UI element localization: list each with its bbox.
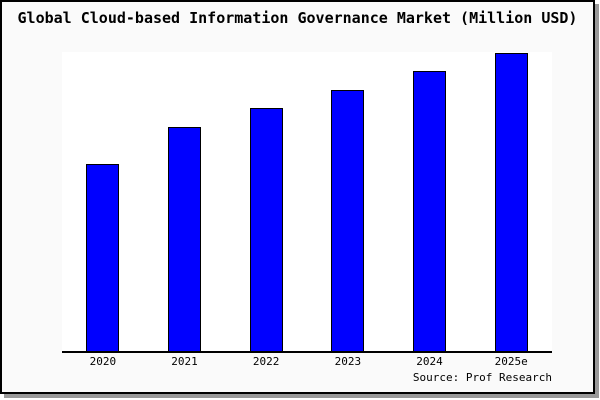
bar-slot	[144, 52, 226, 351]
x-tick-label-2021: 2021	[171, 355, 198, 368]
figure-frame: Global Cloud-based Information Governanc…	[0, 0, 595, 394]
bar-2025e	[494, 52, 528, 351]
plot-area	[62, 52, 552, 353]
x-tick-label-2025e: 2025e	[494, 355, 528, 368]
bar-2020	[86, 164, 120, 351]
bar-slot	[225, 52, 307, 351]
bar-slot	[62, 52, 144, 351]
bar-slot	[389, 52, 471, 351]
source-credit: Source: Prof Research	[412, 371, 552, 384]
x-tick-label-2022: 2022	[252, 355, 280, 368]
x-tick-label-2023: 2023	[334, 355, 362, 368]
bar-slot	[470, 52, 552, 351]
chart-title: Global Cloud-based Information Governanc…	[17, 9, 578, 27]
bar-2023	[331, 89, 365, 351]
x-axis-ticks: 2020 2021 2022 2023 2024 2025e	[62, 355, 552, 368]
bar-2021	[168, 127, 201, 351]
bar-slot	[307, 52, 389, 351]
x-tick-label-2020: 2020	[89, 355, 117, 368]
bar-2022	[249, 107, 283, 351]
x-tick-label-2024: 2024	[416, 355, 443, 368]
bar-2024	[413, 71, 447, 351]
